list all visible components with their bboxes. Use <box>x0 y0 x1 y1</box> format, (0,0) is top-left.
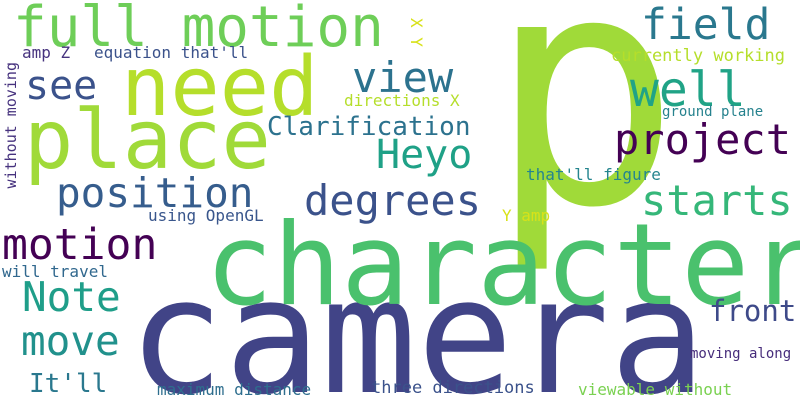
word-using-opengl: using OpenGL <box>148 206 264 225</box>
word-move: move <box>21 317 120 365</box>
word-y-amp: Y amp <box>502 206 551 225</box>
word-currently-working: currently working <box>611 46 785 66</box>
word-camera: camera <box>128 243 706 400</box>
word-clarification: Clarification <box>267 112 471 142</box>
word-itll: It'll <box>29 369 108 399</box>
word-three-directions: three directions <box>371 378 535 398</box>
word-moving-along: moving along <box>690 346 792 362</box>
word-heyo: Heyo <box>376 132 473 178</box>
word-character: character <box>205 199 800 331</box>
word-ground-plane: ground plane <box>662 104 764 120</box>
word-equation-thatll: equation that'll <box>94 43 249 62</box>
word-degrees: degrees <box>304 176 482 225</box>
word-will-travel: will travel <box>2 262 108 281</box>
word-p: p <box>488 0 681 278</box>
word-thatll-figure: that'll figure <box>526 165 661 184</box>
word-amp-z: amp Z <box>22 43 71 62</box>
word-viewable-without: viewable without <box>578 380 733 399</box>
word-field: field <box>641 0 771 50</box>
word-x-y: X Y <box>407 18 426 47</box>
word-see: see <box>25 63 98 109</box>
word-starts: starts <box>641 176 793 225</box>
word-need: need <box>121 40 319 135</box>
word-project: project <box>614 115 792 164</box>
word-without-moving: without moving <box>2 62 20 189</box>
word-position: position <box>56 169 254 217</box>
word-maximum-distance: maximum distance <box>157 380 312 399</box>
word-directions-x: directions X <box>344 91 460 110</box>
word-view: view <box>352 53 454 102</box>
word-front: front <box>709 294 797 328</box>
word-place: place <box>24 93 271 188</box>
word-well: well <box>630 62 746 118</box>
word-motion: motion <box>2 220 158 270</box>
word-full-motion: full motion <box>13 0 384 60</box>
word-note: Note <box>22 273 121 321</box>
